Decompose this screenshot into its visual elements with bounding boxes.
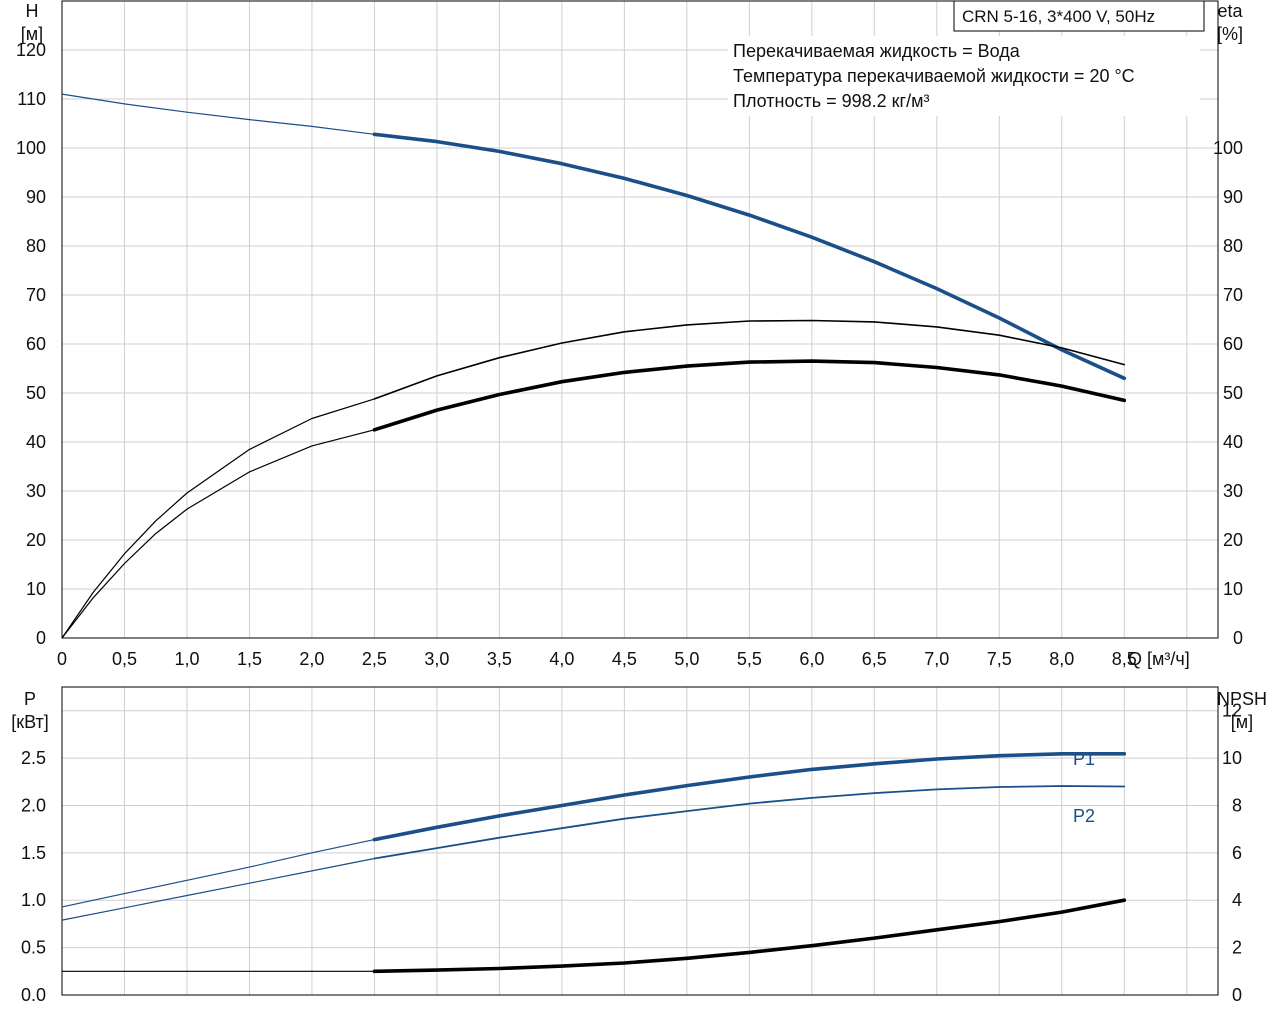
top-right-tick-label: 30 bbox=[1223, 481, 1243, 501]
x-tick-label: 0 bbox=[57, 649, 67, 669]
bottom-right-tick-label: 0 bbox=[1232, 985, 1242, 1005]
bottom-right-tick-label: 10 bbox=[1222, 748, 1242, 768]
top-series-0-thick-segment bbox=[372, 132, 1127, 381]
top-left-tick-label: 0 bbox=[36, 628, 46, 648]
bottom-tick-labels: 0.0 0.5 1.0 1.5 2.0 2.5 0 2 4 6 8 10 12 bbox=[21, 701, 1242, 1005]
top-left-tick-label: 40 bbox=[26, 432, 46, 452]
p2-thin-segment bbox=[61, 857, 375, 921]
x-tick-label: 6,5 bbox=[862, 649, 887, 669]
top-right-tick-label: 60 bbox=[1223, 334, 1243, 354]
x-tick-label: 5,5 bbox=[737, 649, 762, 669]
top-right-tick-label: 0 bbox=[1233, 628, 1243, 648]
bottom-right-tick-label: 4 bbox=[1232, 890, 1242, 910]
top-left-tick-label: 120 bbox=[16, 40, 46, 60]
bottom-right-tick-label: 6 bbox=[1232, 843, 1242, 863]
top-right-tick-label: 40 bbox=[1223, 432, 1243, 452]
x-tick-label: 2,0 bbox=[299, 649, 324, 669]
bottom-left-tick-label: 2.5 bbox=[21, 748, 46, 768]
top-series-1-thick-segment bbox=[373, 319, 1126, 400]
top-right-tick-label: 90 bbox=[1223, 187, 1243, 207]
bottom-left-axis-unit: [кВт] bbox=[11, 712, 49, 732]
x-axis-label: Q [м³/ч] bbox=[1128, 649, 1190, 669]
bottom-right-axis-title: NPSH bbox=[1217, 689, 1267, 709]
x-tick-label: 4,5 bbox=[612, 649, 637, 669]
top-left-tick-label: 50 bbox=[26, 383, 46, 403]
x-tick-label: 0,5 bbox=[112, 649, 137, 669]
bottom-left-tick-label: 2.0 bbox=[21, 795, 46, 815]
top-right-tick-label: 20 bbox=[1223, 530, 1243, 550]
series-label-p2: P2 bbox=[1073, 806, 1095, 826]
bottom-left-tick-label: 1.0 bbox=[21, 890, 46, 910]
top-right-tick-label: 80 bbox=[1223, 236, 1243, 256]
top-plot-frame bbox=[61, 0, 1219, 639]
top-series-0-thin-segment bbox=[61, 93, 375, 135]
top-left-axis-title: H bbox=[26, 1, 39, 21]
x-tick-label: 3,5 bbox=[487, 649, 512, 669]
notes-background bbox=[728, 36, 1200, 116]
p1-thin-segment bbox=[61, 839, 375, 908]
top-right-axis-title: eta bbox=[1217, 1, 1243, 21]
bottom-left-tick-label: 1.5 bbox=[21, 843, 46, 863]
top-series-1-thin-segment bbox=[61, 398, 375, 639]
bottom-right-tick-label: 12 bbox=[1222, 701, 1242, 721]
x-tick-label: 2,5 bbox=[362, 649, 387, 669]
top-left-tick-label: 110 bbox=[17, 89, 46, 109]
bottom-left-axis-title: P bbox=[24, 689, 36, 709]
top-left-tick-label: 10 bbox=[26, 579, 46, 599]
note-temperature: Температура перекачиваемой жидкости = 20… bbox=[733, 66, 1135, 86]
top-left-tick-label: 20 bbox=[26, 530, 46, 550]
x-tick-label: 6,0 bbox=[799, 649, 824, 669]
x-tick-label: 8,0 bbox=[1049, 649, 1074, 669]
top-right-tick-label: 50 bbox=[1223, 383, 1243, 403]
top-right-tick-label: 10 bbox=[1223, 579, 1243, 599]
x-tick-label: 3,0 bbox=[424, 649, 449, 669]
top-series-group bbox=[61, 93, 1127, 639]
top-right-axis-unit: [%] bbox=[1217, 24, 1243, 44]
x-tick-label: 4,0 bbox=[549, 649, 574, 669]
top-right-tick-label: 70 bbox=[1223, 285, 1243, 305]
bottom-plot-frame bbox=[61, 686, 1219, 996]
top-left-tick-label: 90 bbox=[26, 187, 46, 207]
x-tick-label: 7,0 bbox=[924, 649, 949, 669]
model-label: CRN 5-16, 3*400 V, 50Hz bbox=[962, 7, 1155, 26]
p2-thick-segment bbox=[373, 785, 1126, 860]
top-left-axis-unit: [м] bbox=[21, 24, 43, 44]
top-left-tick-label: 80 bbox=[26, 236, 46, 256]
bottom-series-group bbox=[61, 752, 1127, 974]
npsh-thick-segment bbox=[372, 898, 1127, 974]
x-tick-label: 5,0 bbox=[674, 649, 699, 669]
top-series-2-thick-segment bbox=[372, 359, 1127, 432]
x-tick-label: 1,0 bbox=[174, 649, 199, 669]
top-right-tick-label: 100 bbox=[1213, 138, 1243, 158]
p1-thick-segment bbox=[372, 752, 1127, 842]
top-left-tick-label: 30 bbox=[26, 481, 46, 501]
top-left-tick-label: 70 bbox=[26, 285, 46, 305]
bottom-grid bbox=[62, 687, 1218, 995]
bottom-right-axis-unit: [м] bbox=[1231, 712, 1253, 732]
series-label-p1: P1 bbox=[1073, 749, 1095, 769]
x-tick-label: 7,5 bbox=[987, 649, 1012, 669]
bottom-left-tick-label: 0.5 bbox=[21, 938, 46, 958]
bottom-right-tick-label: 2 bbox=[1232, 938, 1242, 958]
model-box bbox=[953, 0, 1205, 32]
top-tick-labels: 0 0,5 1,0 1,5 2,0 2,5 3,0 3,5 4,0 4,5 5,0 5,5 6,0 6,5… bbox=[16, 40, 1243, 669]
note-density: Плотность = 998.2 кг/м³ bbox=[733, 91, 929, 111]
x-tick-label: 1,5 bbox=[237, 649, 262, 669]
bottom-right-tick-label: 8 bbox=[1232, 795, 1242, 815]
bottom-left-tick-label: 0.0 bbox=[21, 985, 46, 1005]
top-left-tick-label: 100 bbox=[16, 138, 46, 158]
top-left-tick-label: 60 bbox=[26, 334, 46, 354]
note-fluid: Перекачиваемая жидкость = Вода bbox=[733, 41, 1021, 61]
top-series-2-thin-segment bbox=[61, 429, 375, 639]
x-tick-label: 8,5 bbox=[1112, 649, 1137, 669]
